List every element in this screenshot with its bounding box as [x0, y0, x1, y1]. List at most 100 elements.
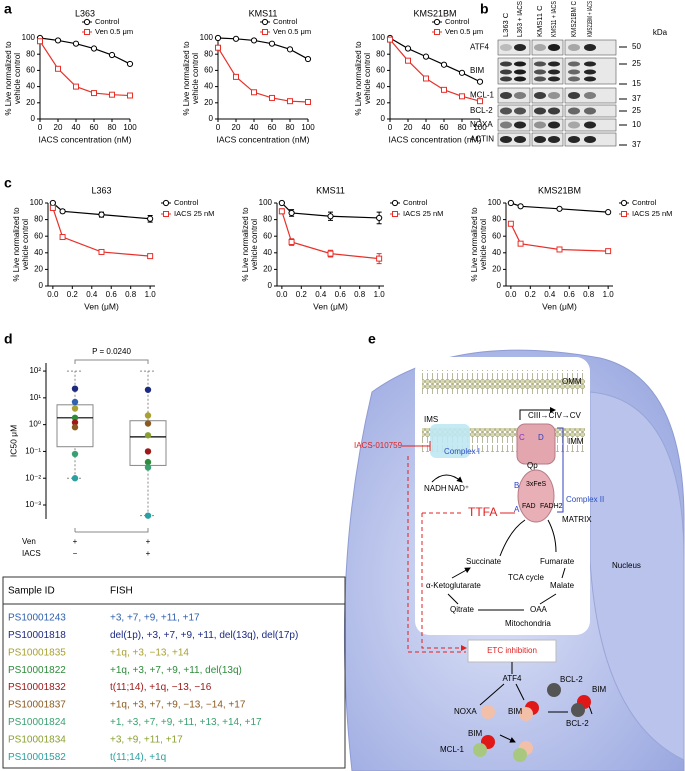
- label: FADH2: [540, 503, 563, 510]
- point: [144, 464, 152, 471]
- blot-band: [500, 136, 512, 143]
- y-tick-label: 0: [381, 114, 386, 123]
- legend-label: Control: [632, 198, 657, 207]
- legend-marker: [262, 29, 268, 35]
- marker: [98, 248, 105, 255]
- label: BIM: [508, 707, 523, 716]
- legend-label: Ven 0.5 μm: [273, 27, 311, 36]
- point: [144, 432, 152, 439]
- marker: [305, 98, 311, 105]
- series-line: [39, 37, 131, 65]
- marker: [288, 209, 295, 217]
- marker: [108, 51, 116, 59]
- marker: [517, 240, 524, 247]
- y-tick-label: 10⁰: [29, 420, 41, 429]
- mitochondria-inset: [415, 357, 590, 635]
- marker: [233, 73, 239, 80]
- y-axis-label: IC50 μM: [8, 425, 18, 457]
- marker: [147, 253, 154, 260]
- x-tick-label: 0: [216, 123, 221, 132]
- point: [71, 385, 79, 392]
- marker: [278, 208, 285, 215]
- marker: [458, 69, 466, 76]
- y-axis-label: vehicle control: [21, 219, 30, 270]
- y-tick-label: 60: [492, 231, 501, 240]
- row-label: ATF4: [470, 43, 490, 52]
- legend-label: Ven 0.5 μm: [445, 27, 483, 36]
- blot-band: [514, 107, 526, 115]
- blot-band: [514, 136, 526, 143]
- y-tick-label: 80: [263, 215, 272, 224]
- marker: [126, 60, 134, 68]
- fish: +1q, +3, −13, +14: [110, 647, 189, 658]
- label: TCA cycle: [508, 573, 545, 582]
- x-tick-label: 60: [440, 123, 449, 132]
- legend-label: Control: [445, 17, 470, 26]
- blot-band: [500, 76, 512, 82]
- x-tick-label: 0.8: [354, 290, 366, 299]
- marker: [507, 199, 514, 207]
- blot-band: [534, 61, 546, 67]
- x-tick-label: 0.0: [276, 290, 288, 299]
- row-label: Ven: [22, 537, 36, 546]
- blot-band: [534, 44, 546, 51]
- marker: [556, 205, 563, 212]
- y-tick-label: 60: [376, 66, 385, 75]
- marker: [517, 203, 524, 210]
- point: [71, 475, 79, 482]
- point: [144, 448, 152, 455]
- point: [144, 458, 152, 466]
- kda-label: 50: [632, 42, 641, 51]
- label: IMS: [424, 415, 438, 424]
- label: Malate: [550, 581, 575, 590]
- row-label: NOXA: [470, 120, 493, 129]
- marker: [54, 37, 62, 44]
- condition-label: +: [146, 549, 151, 558]
- y-axis-label: vehicle control: [363, 53, 372, 104]
- arrow: [479, 662, 593, 742]
- complex-ii-ab: [517, 469, 555, 523]
- point: [71, 398, 79, 406]
- y-axis-label: % Live normalized to: [4, 41, 13, 116]
- legend-marker: [163, 211, 169, 217]
- marker: [286, 46, 294, 53]
- table-border: [2, 576, 346, 769]
- x-tick-label: 0.4: [544, 290, 556, 299]
- blot-band: [568, 76, 580, 82]
- x-tick-label: 100: [473, 123, 487, 132]
- legend-marker: [620, 199, 628, 207]
- x-tick-label: 40: [422, 123, 431, 132]
- label: B: [514, 481, 519, 490]
- label: FAD: [522, 503, 536, 510]
- label: Qitrate: [450, 605, 475, 614]
- label: Qp: [527, 461, 538, 470]
- point: [144, 512, 152, 519]
- point: [144, 420, 152, 427]
- marker: [327, 250, 334, 257]
- x-tick-label: 0.2: [67, 290, 79, 299]
- marker: [268, 40, 276, 47]
- x-tick-label: 20: [54, 123, 63, 132]
- point: [71, 414, 79, 421]
- protein: [547, 683, 561, 697]
- kda-label: 15: [632, 79, 641, 88]
- x-tick-label: 0.0: [47, 290, 59, 299]
- blot-band: [568, 121, 580, 129]
- kda-label: 10: [632, 120, 641, 129]
- kda-label: 25: [632, 59, 641, 68]
- x-tick-label: 1.0: [603, 290, 615, 299]
- blot-band: [584, 136, 596, 143]
- x-tick-label: 1.0: [374, 290, 386, 299]
- y-tick-label: 80: [34, 215, 43, 224]
- marker: [288, 239, 295, 246]
- legend-marker: [162, 199, 170, 207]
- marker: [109, 91, 115, 98]
- blot-band: [534, 107, 546, 115]
- blot-band: [500, 69, 512, 75]
- marker: [49, 199, 56, 207]
- y-axis-label: % Live normalized to: [241, 207, 250, 282]
- point: [71, 424, 79, 431]
- x-tick-label: 100: [301, 123, 315, 132]
- legend-label: Control: [403, 198, 428, 207]
- sample-table: Sample ID FISH PS10001243 +3, +7, +9, +11…: [2, 576, 346, 769]
